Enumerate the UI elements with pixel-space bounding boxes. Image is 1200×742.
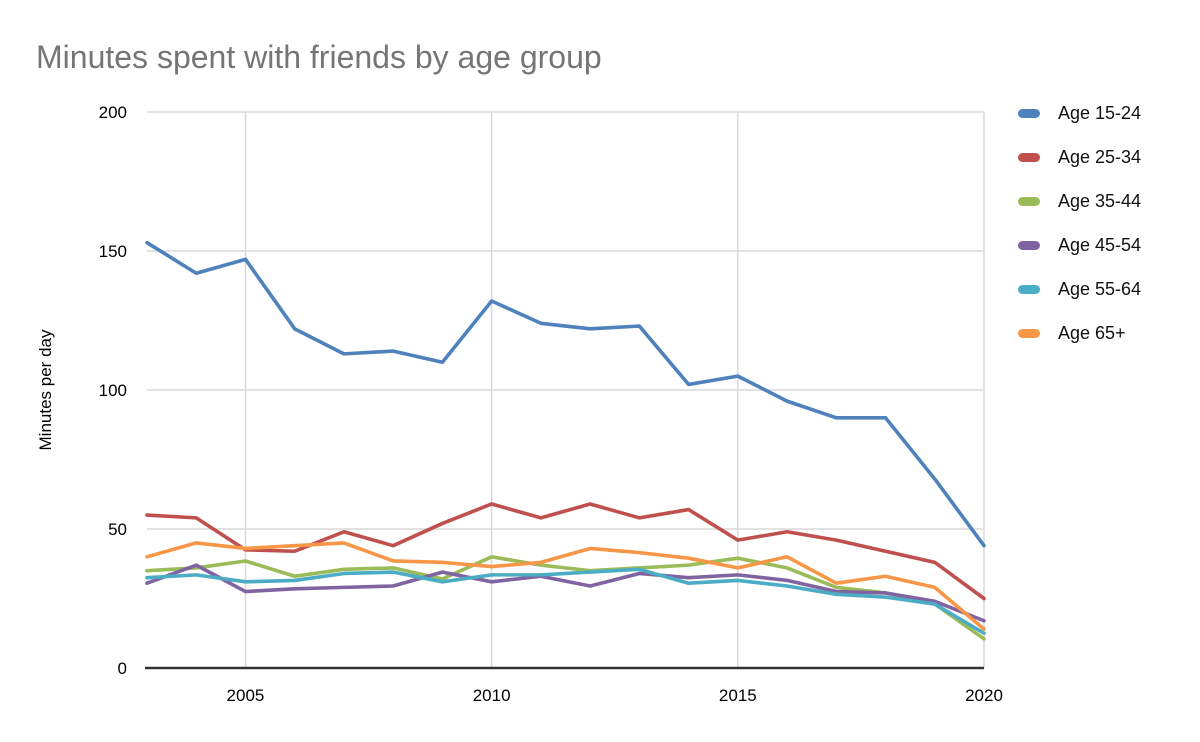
- legend-label: Age 55-64: [1058, 278, 1142, 299]
- legend-item-age-35-44[interactable]: Age 35-44: [1018, 179, 1141, 223]
- y-tick-label: 150: [99, 242, 127, 261]
- legend-item-age-65[interactable]: Age 65+: [1018, 311, 1141, 355]
- series-line-age-55-64: [145, 567, 986, 636]
- legend-label: Age 15-24: [1058, 102, 1142, 123]
- series-line-age-45-54: [145, 563, 986, 623]
- series-line-age-15-24: [145, 240, 986, 548]
- legend-swatch-age-35-44: [1018, 196, 1040, 206]
- x-tick-label: 2005: [227, 686, 265, 705]
- legend-swatch-age-55-64: [1018, 284, 1040, 294]
- legend-swatch-age-65: [1018, 328, 1040, 338]
- legend-label: Age 45-54: [1058, 234, 1142, 255]
- legend-label: Age 65+: [1058, 322, 1126, 343]
- series-line-age-25-34: [145, 502, 986, 601]
- legend-swatch-age-45-54: [1018, 240, 1040, 250]
- series-line-age-65: [145, 541, 986, 631]
- x-tick-label: 2015: [719, 686, 757, 705]
- chart-title: Minutes spent with friends by age group: [36, 39, 602, 75]
- y-tick-label: 50: [108, 520, 127, 539]
- y-tick-label: 0: [118, 659, 127, 678]
- y-tick-label: 200: [99, 103, 127, 122]
- y-tick-label: 100: [99, 381, 127, 400]
- legend-label: Age 35-44: [1058, 190, 1142, 211]
- x-tick-label: 2010: [473, 686, 511, 705]
- legend-label: Age 25-34: [1058, 146, 1142, 167]
- legend-item-age-15-24[interactable]: Age 15-24: [1018, 91, 1141, 135]
- legend-item-age-45-54[interactable]: Age 45-54: [1018, 223, 1141, 267]
- series-line-age-35-44: [145, 554, 986, 641]
- legend-swatch-age-25-34: [1018, 152, 1040, 162]
- legend-item-age-25-34[interactable]: Age 25-34: [1018, 135, 1141, 179]
- legend-swatch-age-15-24: [1018, 108, 1040, 118]
- legend-item-age-55-64[interactable]: Age 55-64: [1018, 267, 1141, 311]
- x-tick-label: 2020: [965, 686, 1003, 705]
- legend: Age 15-24 Age 25-34 Age 35-44 Age 45-54 Age …: [1018, 91, 1141, 355]
